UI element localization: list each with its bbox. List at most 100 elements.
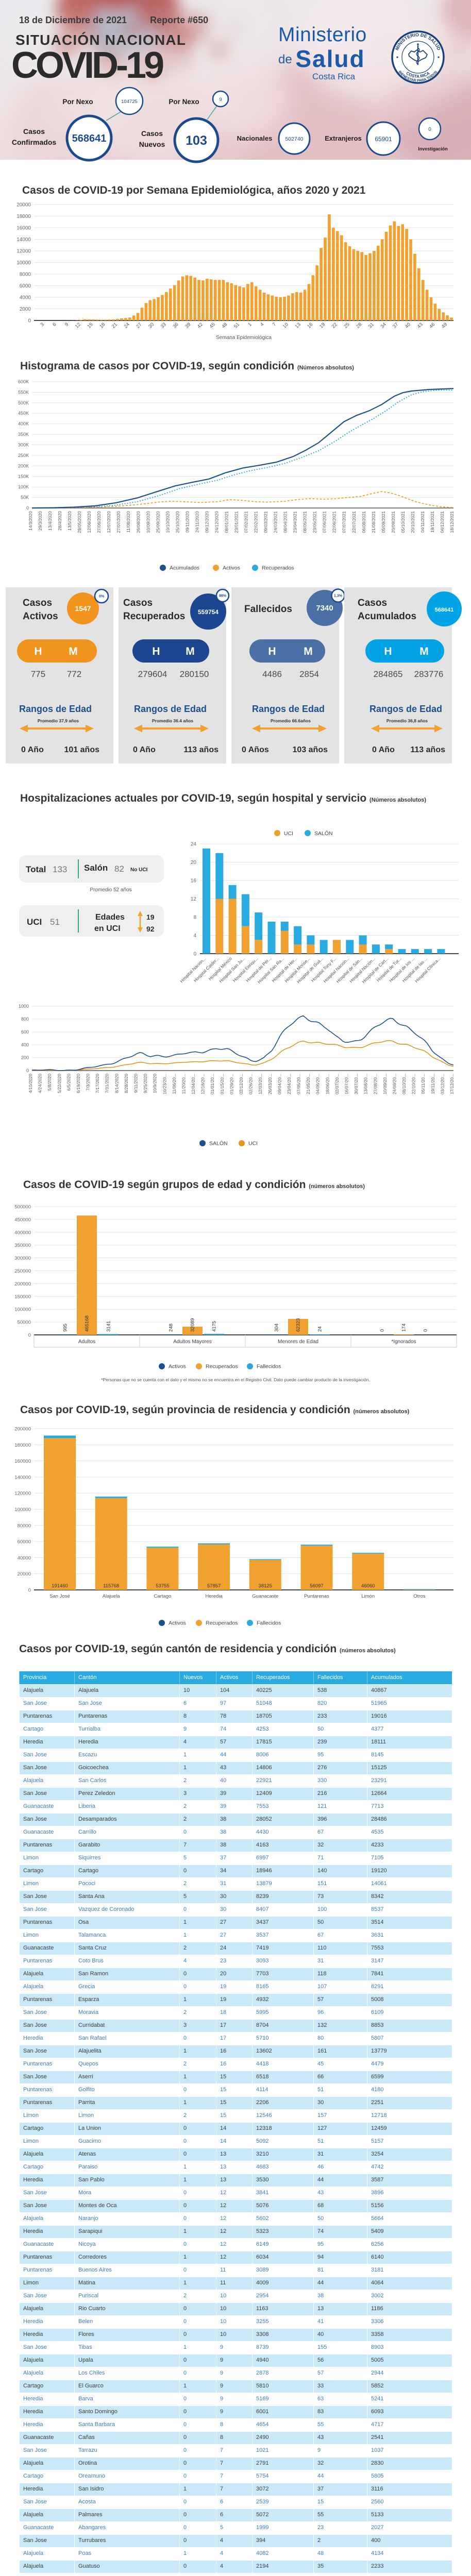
svg-text:160000: 160000 [14, 1459, 31, 1464]
svg-text:Promedio 52 años: Promedio 52 años [90, 887, 131, 893]
svg-text:2000: 2000 [20, 307, 31, 312]
svg-text:4175: 4175 [212, 1321, 217, 1332]
svg-text:01/15/20...: 01/15/20... [220, 1074, 225, 1094]
svg-text:Acumulados: Acumulados [358, 611, 416, 622]
svg-text:150000: 150000 [14, 1294, 31, 1300]
svg-text:Casos: Casos [358, 598, 387, 608]
svg-text:08/05/2021: 08/05/2021 [302, 511, 308, 533]
svg-text:103: 103 [186, 133, 207, 148]
svg-text:550K: 550K [18, 389, 29, 395]
svg-text:Semana Epidemiológica: Semana Epidemiológica [216, 335, 272, 341]
svg-text:280150: 280150 [180, 669, 209, 679]
svg-text:Rangos de Edad: Rangos de Edad [369, 704, 442, 714]
svg-text:10/10/2020: 10/10/2020 [165, 511, 170, 533]
svg-text:12: 12 [191, 896, 197, 902]
svg-text:18/06/20...: 18/06/20... [325, 1074, 330, 1094]
svg-text:08/01/2021: 08/01/2021 [224, 511, 229, 533]
svg-text:0 Años: 0 Años [242, 745, 269, 754]
svg-text:26/03/20...: 26/03/20... [267, 1074, 273, 1094]
svg-text:140000: 140000 [14, 1475, 31, 1480]
svg-text:Guanacaste: Guanacaste [252, 1594, 278, 1599]
svg-text:39: 39 [184, 321, 192, 329]
svg-text:06/08/2021: 06/08/2021 [361, 511, 366, 533]
svg-text:38125: 38125 [259, 1583, 272, 1589]
svg-text:4: 4 [193, 933, 196, 939]
svg-text:Rangos de Edad: Rangos de Edad [19, 704, 92, 714]
svg-text:450000: 450000 [14, 1217, 31, 1223]
svg-text:*Personas que no se cuenta con: *Personas que no se cuenta con el dato y… [101, 1377, 370, 1382]
svg-text:200000: 200000 [14, 1427, 31, 1432]
svg-text:H: H [384, 646, 392, 657]
svg-text:17/12/20...: 17/12/20... [449, 1074, 455, 1094]
svg-text:Casos: Casos [23, 127, 45, 135]
svg-text:0: 0 [26, 505, 29, 511]
svg-text:27/08/20...: 27/08/20... [373, 1074, 378, 1094]
svg-text:UCI: UCI [248, 1141, 258, 1147]
svg-text:16: 16 [191, 878, 197, 884]
svg-text:200000: 200000 [14, 1281, 31, 1287]
svg-text:800: 800 [21, 1016, 29, 1022]
svg-text:25: 25 [343, 321, 350, 329]
svg-text:Edades: Edades [95, 913, 125, 922]
svg-text:0: 0 [28, 318, 31, 324]
svg-text:300000: 300000 [14, 1256, 31, 1261]
svg-text:21/05/20...: 21/05/20... [306, 1074, 311, 1094]
svg-text:Extranjeros: Extranjeros [325, 134, 362, 142]
svg-text:22/10/20...: 22/10/20... [411, 1074, 416, 1094]
svg-text:2854: 2854 [299, 669, 319, 679]
svg-text:Por Nexo: Por Nexo [62, 98, 93, 106]
svg-text:36: 36 [172, 321, 179, 329]
svg-text:12/07/2020: 12/07/2020 [106, 511, 111, 533]
svg-text:28/4/2020: 28/4/2020 [57, 511, 62, 531]
svg-text:16000: 16000 [16, 226, 31, 231]
svg-text:450K: 450K [18, 411, 29, 416]
svg-text:600K: 600K [18, 379, 29, 384]
svg-text:0: 0 [26, 1068, 29, 1073]
svg-text:H: H [34, 646, 42, 657]
svg-text:100000: 100000 [14, 1507, 31, 1513]
svg-text:No UCI: No UCI [130, 867, 148, 873]
svg-text:8/28/2020: 8/28/2020 [124, 1074, 129, 1093]
svg-text:10/09/20...: 10/09/20... [382, 1074, 388, 1094]
svg-text:98%: 98% [219, 595, 227, 598]
svg-text:10/09/2020: 10/09/2020 [145, 511, 150, 533]
svg-text:49: 49 [441, 321, 448, 329]
svg-text:133: 133 [53, 865, 67, 874]
svg-text:M: M [304, 646, 313, 657]
svg-text:05/11/20...: 05/11/20... [420, 1074, 426, 1094]
svg-text:Hospitalizaciones actuales por: Hospitalizaciones actuales por COVID-19,… [20, 792, 426, 804]
svg-text:Casos de COVID-19 por Semana E: Casos de COVID-19 por Semana Epidemiológ… [22, 184, 366, 196]
svg-text:6/5/2020: 6/5/2020 [66, 1074, 71, 1091]
svg-text:Salón: Salón [84, 863, 108, 873]
svg-text:en UCI: en UCI [94, 924, 121, 933]
svg-text:18000: 18000 [16, 214, 31, 219]
svg-text:SALÓN: SALÓN [314, 830, 333, 837]
svg-text:San José: San José [49, 1594, 70, 1599]
svg-text:350000: 350000 [14, 1243, 31, 1248]
svg-text:82: 82 [114, 864, 124, 874]
svg-text:250000: 250000 [14, 1268, 31, 1274]
svg-text:22: 22 [331, 321, 339, 329]
svg-text:19/11/20...: 19/11/20... [430, 1074, 435, 1094]
svg-text:Adultos Mayores: Adultos Mayores [173, 1339, 211, 1345]
svg-text:14000: 14000 [16, 237, 31, 243]
svg-text:23/04/2021: 23/04/2021 [293, 511, 298, 533]
svg-text:10: 10 [282, 321, 290, 329]
svg-text:48: 48 [221, 321, 228, 329]
svg-text:9/25/2020: 9/25/2020 [143, 1074, 148, 1093]
svg-text:Recuperados: Recuperados [206, 1364, 238, 1370]
svg-text:400000: 400000 [14, 1230, 31, 1235]
svg-text:103 años: 103 años [293, 745, 328, 754]
svg-text:24/12/2020: 24/12/2020 [214, 511, 219, 533]
svg-text:8: 8 [193, 915, 196, 921]
svg-text:01/29/20...: 01/29/20... [229, 1074, 234, 1094]
svg-text:Activos: Activos [223, 565, 240, 571]
svg-text:0: 0 [28, 1333, 31, 1338]
svg-text:24: 24 [123, 321, 131, 329]
svg-text:1000: 1000 [19, 1004, 29, 1009]
svg-text:24/11/2020: 24/11/2020 [194, 511, 199, 533]
svg-text:Recuperados: Recuperados [123, 611, 185, 622]
svg-text:13/5/2020: 13/5/2020 [67, 511, 72, 531]
svg-text:113 años: 113 años [183, 745, 218, 754]
svg-text:Casos de COVID-19 según grupos: Casos de COVID-19 según grupos de edad y… [23, 1179, 365, 1191]
